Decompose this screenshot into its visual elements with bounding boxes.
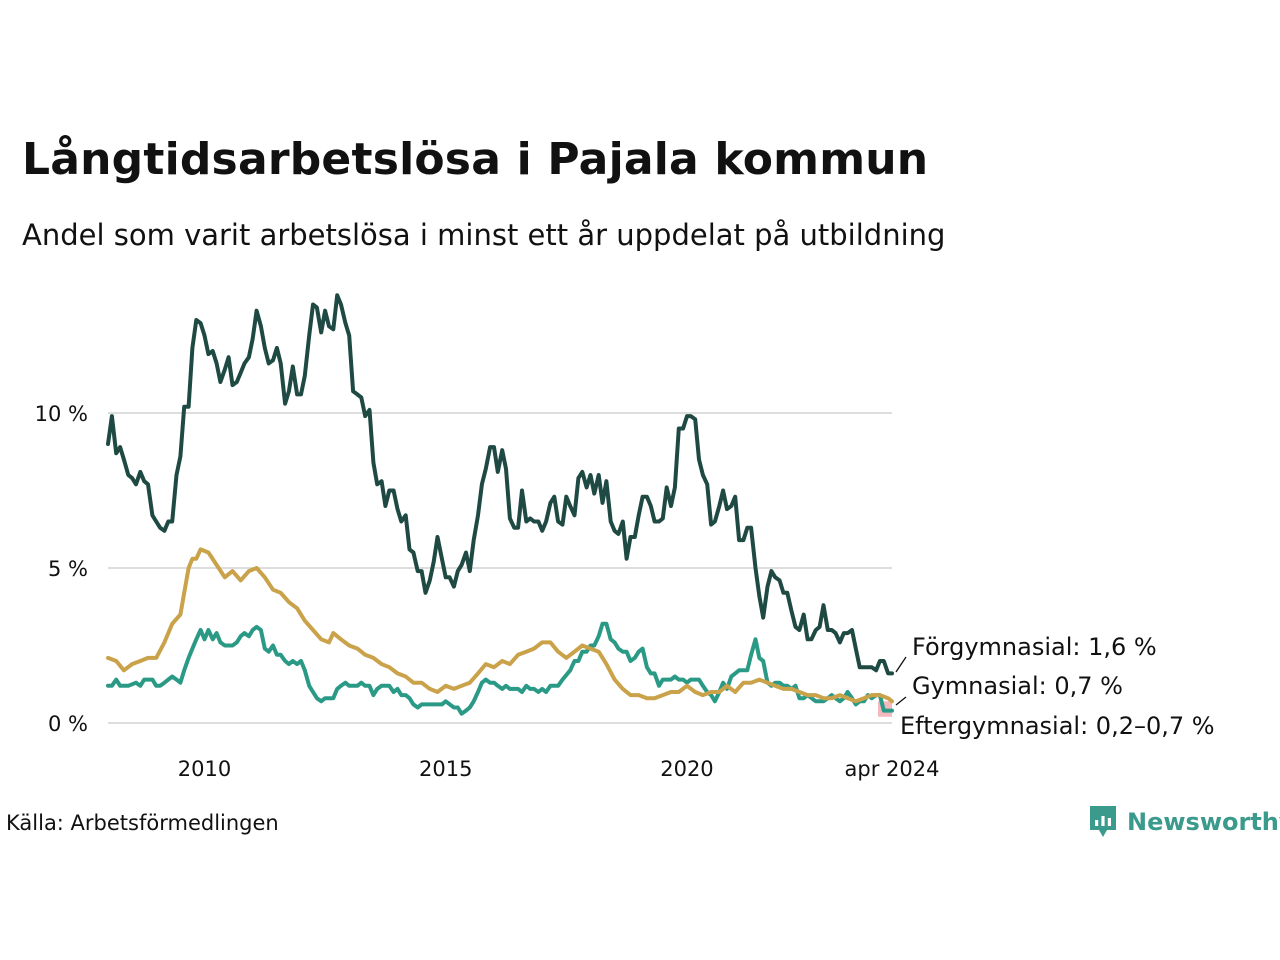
x-tick-label: 2020 — [660, 757, 713, 781]
end-label-leader — [895, 696, 907, 706]
series-line-förgymnasial — [106, 293, 894, 676]
end-label-förgymnasial: Förgymnasial: 1,6 % — [912, 633, 1157, 661]
end-label-leader — [895, 656, 907, 673]
brand-name: Newsworthy — [1127, 808, 1280, 836]
newsworthy-logo-icon — [1090, 806, 1116, 837]
series-lines — [106, 293, 894, 716]
series-line-eftergymnasial — [106, 621, 894, 716]
y-axis-ticks: 0 % 5 % 10 % — [35, 402, 88, 736]
x-tick-label: apr 2024 — [845, 757, 940, 781]
x-tick-label: 2015 — [419, 757, 472, 781]
series-line-gymnasial — [106, 547, 894, 704]
source-note: Källa: Arbetsförmedlingen — [6, 811, 279, 835]
y-tick-label: 10 % — [35, 402, 88, 426]
x-axis-ticks: 2010 2015 2020 apr 2024 — [178, 757, 940, 781]
end-labels: Förgymnasial: 1,6 % Gymnasial: 0,7 % Efter… — [895, 633, 1215, 740]
y-tick-label: 5 % — [48, 557, 88, 581]
x-tick-label: 2010 — [178, 757, 231, 781]
end-label-eftergymnasial: Eftergymnasial: 0,2–0,7 % — [900, 712, 1215, 740]
gridlines — [108, 412, 892, 724]
brand-logo[interactable]: Newsworthy — [1088, 804, 1280, 840]
y-tick-label: 0 % — [48, 712, 88, 736]
chart-subtitle: Andel som varit arbetslösa i minst ett å… — [22, 218, 946, 252]
end-label-gymnasial: Gymnasial: 0,7 % — [912, 672, 1123, 700]
chart-title: Långtidsarbetslösa i Pajala kommun — [22, 134, 929, 185]
